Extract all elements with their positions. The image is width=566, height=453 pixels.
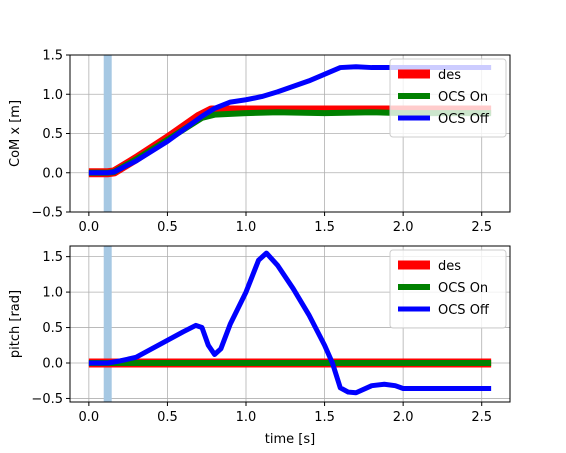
legend-label-ocs-on: OCS On <box>438 90 488 105</box>
y-tick-label: 1.5 <box>42 250 63 265</box>
legend: des OCS On OCS Off <box>389 58 507 138</box>
com-x-subplot: 0.0 0.5 1.0 1.5 2.0 2.5 −0.5 0.0 0.5 1.0 1.5 CoM x … <box>8 49 511 235</box>
x-tick-label: 0.5 <box>157 410 178 425</box>
y-axis-label: CoM x [m] <box>8 100 23 167</box>
y-tick-label: 1.0 <box>42 286 63 301</box>
series-line-ocs-off <box>88 250 492 396</box>
y-tick-label: 1.0 <box>42 88 63 103</box>
y-tick-label: 1.5 <box>42 49 63 64</box>
y-tick-label: 0.0 <box>42 166 63 181</box>
x-tick-label: 2.0 <box>393 220 414 235</box>
legend-label-ocs-on: OCS On <box>438 281 488 296</box>
series-line-ocs-off <box>88 64 492 176</box>
x-tick-label: 2.5 <box>471 410 492 425</box>
x-tick-label: 2.0 <box>393 410 414 425</box>
y-axis-label: pitch [rad] <box>8 290 23 358</box>
x-tick-label: 1.0 <box>236 220 257 235</box>
legend-label-ocs-off: OCS Off <box>438 303 490 318</box>
x-tick-label: 2.5 <box>471 220 492 235</box>
axes-frame <box>69 245 511 403</box>
x-tick-label: 0.0 <box>79 410 100 425</box>
x-tick-label: 0.0 <box>79 220 100 235</box>
legend-label-ocs-off: OCS Off <box>438 112 490 127</box>
x-tick-label: 1.5 <box>314 410 335 425</box>
x-tick-label: 1.5 <box>314 220 335 235</box>
y-tick-label: −0.5 <box>31 206 63 221</box>
legend-label-des: des <box>438 259 461 274</box>
legend-label-des: des <box>438 68 461 83</box>
x-tick-label: 1.0 <box>236 410 257 425</box>
y-tick-label: −0.5 <box>31 392 63 407</box>
y-tick-label: 0.5 <box>42 321 63 336</box>
y-tick-label: 0.5 <box>42 127 63 142</box>
legend: des OCS On OCS Off <box>389 249 507 329</box>
y-tick-label: 0.0 <box>42 357 63 372</box>
pitch-subplot: 0.0 0.5 1.0 1.5 2.0 2.5 −0.5 0.0 0.5 1.0 1.5 pitch … <box>8 245 511 447</box>
x-axis-label: time [s] <box>265 432 315 447</box>
x-tick-label: 0.5 <box>157 220 178 235</box>
